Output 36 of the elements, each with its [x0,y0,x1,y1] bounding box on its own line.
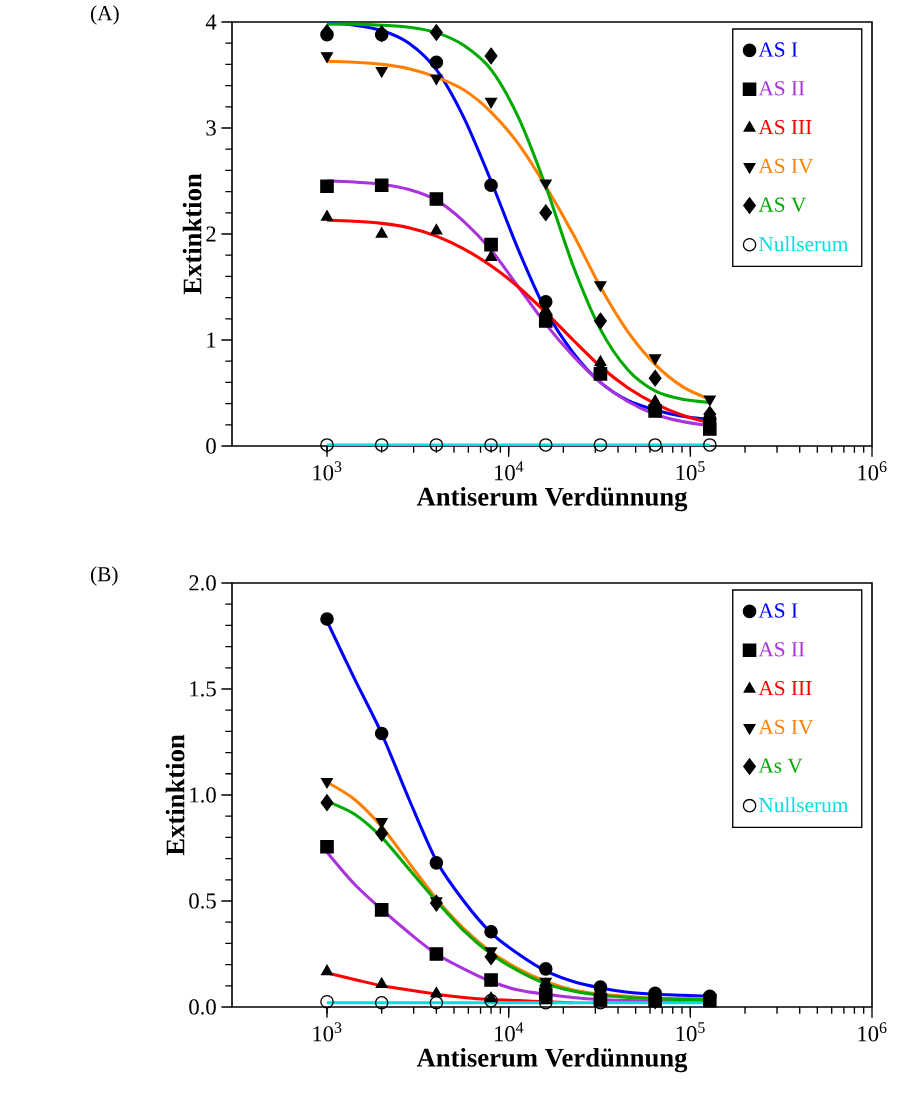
y-axis-title: Extinktion [165,734,185,856]
y-tick-label: 0.5 [189,893,216,909]
chart-title: (B) [90,566,118,586]
y-axis-title: Extinktion [182,173,202,295]
x-tick-label: 10$^{4}$ [495,1022,524,1042]
y-tick-label: 1.0 [190,787,216,803]
legend-label: AS II [758,642,805,657]
chart-title: (A) [90,5,119,25]
x-tick-label: 10$^{5}$ [676,461,705,481]
y-tick-label: 3 [206,120,216,136]
legend-label: AS IV [758,158,814,174]
x-axis-title: Antiserum Verdünnung [416,1047,688,1073]
y-tick-label: 4 [205,14,217,30]
legend-label: AS I [758,42,798,57]
y-tick-label: 0.0 [189,999,216,1015]
legend-label: Nullserum [758,797,849,813]
x-tick-label: 10$^{6}$ [858,461,887,481]
legend-label: AS II [758,81,805,96]
y-tick-label: 2.0 [189,575,216,591]
x-tick-label: 10$^{3}$ [313,1022,342,1042]
y-tick-label: 1 [207,332,216,348]
x-tick-label: 10$^{5}$ [676,1022,705,1042]
legend-label: AS IV [758,719,814,735]
x-tick-label: 10$^{6}$ [858,1022,887,1042]
legend-label: Nullserum [758,236,849,252]
legend-label: AS III [758,680,812,696]
legend-label: AS V [758,197,807,212]
legend-label: As V [758,758,803,773]
y-tick-label: 0 [206,438,216,454]
legend-label: AS I [758,603,798,618]
x-tick-label: 10$^{3}$ [313,461,342,481]
y-tick-label: 1.5 [190,681,216,697]
legend-label: AS III [758,119,812,135]
x-tick-label: 10$^{4}$ [495,461,524,481]
x-axis-title: Antiserum Verdünnung [416,486,688,512]
y-tick-label: 2 [206,226,216,242]
